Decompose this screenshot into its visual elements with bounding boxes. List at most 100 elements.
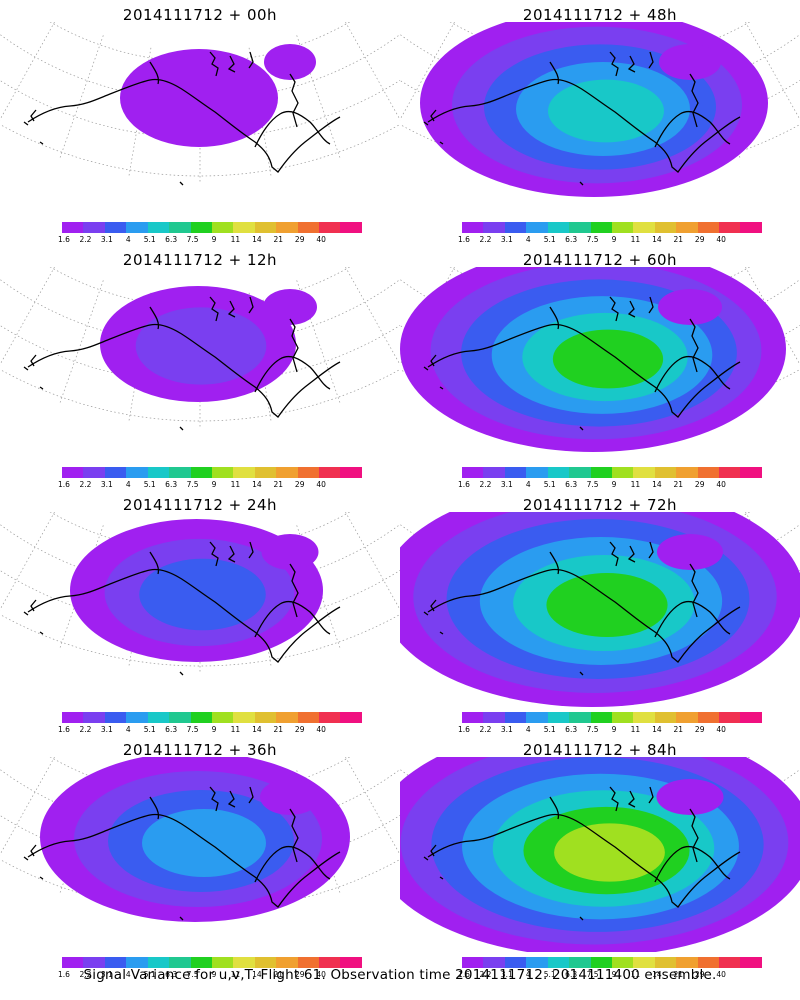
colorbar (462, 222, 762, 233)
map-plot (0, 512, 400, 676)
panel-title: 2014111712 + 24h (122, 496, 278, 514)
colorbar-label: 29 (294, 480, 305, 489)
colorbar-swatch (169, 222, 191, 233)
colorbar-swatch (297, 222, 320, 233)
colorbar-labels: 1.6 2.2 3.1 4 5.1 6.3 7.5 9 11 14 21 29 40 (458, 970, 782, 980)
colorbar-label: 29 (694, 235, 705, 244)
colorbar-label: 2.2 (79, 725, 92, 734)
colorbar-label: 1.6 (58, 970, 70, 979)
forecast-panel: 2014111712 + 00h 1.6 2.2 3.1 4 5.1 6.3 7.5 9 11 14… (0, 0, 400, 245)
colorbar-swatch (319, 222, 341, 233)
colorbar-label: 7.5 (186, 725, 199, 734)
colorbar-label: 1.6 (458, 480, 470, 489)
colorbar-labels: 1.6 2.2 3.1 4 5.1 6.3 7.5 9 11 14 21 29 40 (58, 480, 382, 490)
colorbar-label: 3.1 (100, 480, 113, 489)
colorbar-label: 1.6 (458, 970, 470, 979)
colorbar-label: 7.5 (586, 725, 599, 734)
colorbar (462, 957, 762, 968)
colorbar (62, 467, 362, 478)
colorbar-label: 5.1 (543, 480, 556, 489)
variance-field (100, 286, 317, 402)
colorbar-label: 2.2 (479, 970, 492, 979)
variance-field (400, 512, 800, 707)
colorbar-swatch (483, 222, 505, 233)
colorbar-swatch (169, 467, 191, 478)
colorbar-label: 1.6 (58, 725, 70, 734)
colorbar-swatch (62, 222, 84, 233)
colorbar-swatch (719, 222, 741, 233)
colorbar-swatch (719, 712, 741, 723)
colorbar-swatch (233, 467, 255, 478)
colorbar-label: 40 (716, 235, 726, 244)
colorbar-swatch (547, 222, 570, 233)
colorbar-swatch (504, 712, 527, 723)
colorbar-swatch (190, 957, 212, 968)
colorbar-labels: 1.6 2.2 3.1 4 5.1 6.3 7.5 9 11 14 21 29 40 (458, 480, 782, 490)
colorbar-label: 2.2 (479, 725, 492, 734)
colorbar-label: 3.1 (100, 235, 113, 244)
colorbar-swatch (697, 467, 720, 478)
colorbar (462, 467, 762, 478)
colorbar-swatch (340, 712, 362, 723)
colorbar-swatch (297, 467, 320, 478)
colorbar-label: 4 (125, 725, 131, 734)
colorbar-label: 7.5 (586, 480, 599, 489)
colorbar-swatch (211, 712, 234, 723)
colorbar-swatch (340, 222, 362, 233)
colorbar-label: 5.1 (143, 480, 156, 489)
variance-field (420, 22, 768, 197)
colorbar-swatch (611, 712, 634, 723)
colorbar-swatch (297, 957, 320, 968)
colorbar-swatch (169, 957, 191, 968)
colorbar-swatch (590, 712, 612, 723)
colorbar-label: 11 (230, 480, 241, 489)
colorbar-swatch (104, 957, 127, 968)
variance-field (40, 757, 350, 922)
colorbar-swatch (547, 957, 570, 968)
colorbar-swatch (254, 467, 277, 478)
colorbar-swatch (276, 712, 298, 723)
coastline (423, 786, 741, 921)
colorbar-swatch (590, 957, 612, 968)
colorbar-swatch (504, 467, 527, 478)
colorbar-swatch (126, 222, 148, 233)
map-plot (400, 757, 800, 952)
colorbar-swatch (319, 467, 341, 478)
colorbar-swatch (62, 467, 84, 478)
colorbar-swatch (62, 712, 84, 723)
panel-title: 2014111712 + 60h (522, 251, 678, 269)
colorbar-label: 29 (294, 970, 305, 979)
colorbar-swatch (211, 222, 234, 233)
colorbar-swatch (740, 712, 762, 723)
colorbar-label: 7.5 (186, 480, 199, 489)
panel-title: 2014111712 + 72h (522, 496, 678, 514)
colorbar-label: 6.3 (165, 970, 178, 979)
colorbar-swatch (83, 957, 105, 968)
colorbar-swatch (740, 467, 762, 478)
colorbar-swatch (83, 467, 105, 478)
colorbar-label: 6.3 (165, 725, 178, 734)
colorbar-label: 29 (294, 235, 305, 244)
colorbar-swatch (83, 712, 105, 723)
colorbar-swatch (547, 467, 570, 478)
colorbar-label: 7.5 (186, 235, 199, 244)
colorbar-swatch (276, 222, 298, 233)
colorbar-label: 7.5 (586, 235, 599, 244)
colorbar-swatch (147, 712, 170, 723)
colorbar-label: 6.3 (165, 235, 178, 244)
colorbar-swatch (569, 957, 591, 968)
colorbar-label: 40 (316, 235, 326, 244)
colorbar-swatch (526, 467, 548, 478)
colorbar-label: 14 (652, 970, 662, 979)
map-plot (400, 267, 800, 452)
colorbar-label: 21 (273, 480, 284, 489)
colorbar-labels: 1.6 2.2 3.1 4 5.1 6.3 7.5 9 11 14 21 29 40 (58, 725, 382, 735)
colorbar-swatch (483, 712, 505, 723)
colorbar-swatch (211, 957, 234, 968)
coastline (423, 51, 741, 186)
colorbar-label: 1.6 (458, 725, 470, 734)
panel-title: 2014111712 + 84h (522, 741, 678, 759)
colorbar-swatch (719, 467, 741, 478)
colorbar-label: 9 (211, 235, 217, 244)
colorbar-swatch (547, 712, 570, 723)
